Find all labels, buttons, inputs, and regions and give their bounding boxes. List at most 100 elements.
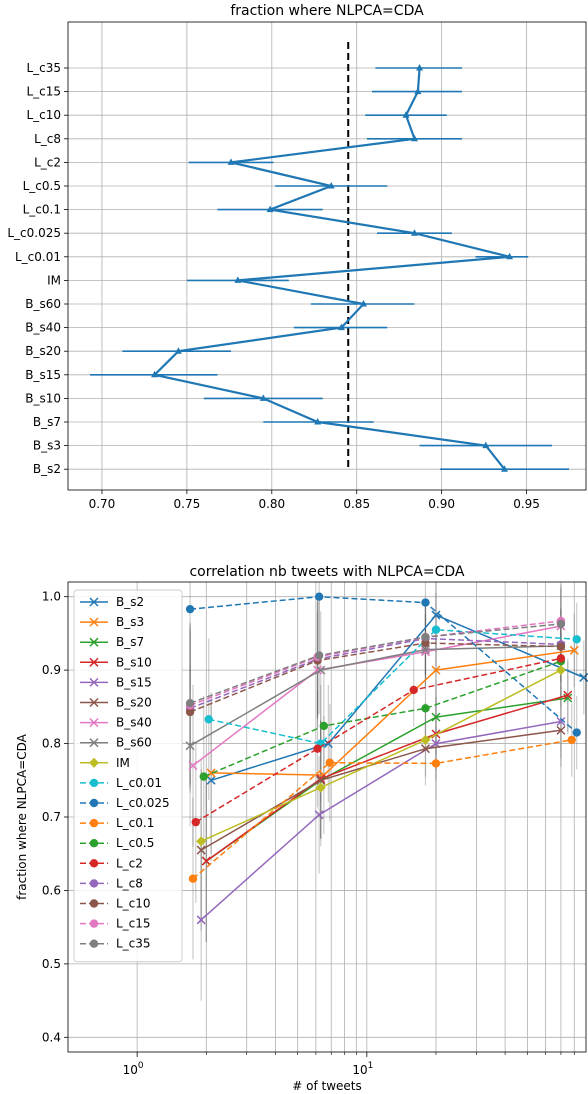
legend-entry-l-c0-01: L_c0.01 (80, 776, 162, 790)
point-b-s60 (185, 741, 195, 751)
legend-entry-l-c0-025: L_c0.025 (80, 796, 170, 810)
legend-entry-l-c0-1: L_c0.1 (80, 816, 154, 830)
point-b-s3 (431, 665, 441, 675)
point-l-c35 (185, 698, 195, 708)
point-im (555, 665, 566, 676)
top-chart-series-line (152, 67, 510, 470)
point-l-c0-5 (421, 704, 430, 713)
y-tick-label-b-s60: B_s60 (25, 297, 61, 311)
point-l-c10 (421, 638, 430, 648)
bottom-chart-y-label: fraction where NLPCA=CDA (15, 733, 29, 900)
point-l-c0-1 (567, 735, 576, 745)
legend-entry-l-c15: L_c15 (80, 917, 151, 931)
y-tick-label-b-s20: B_s20 (25, 344, 61, 358)
point-b-s60 (420, 645, 430, 655)
bottom-chart-title: correlation nb tweets with NLPCA=CDA (189, 564, 464, 580)
series-line-b-s40 (192, 625, 562, 767)
y-tick-label-l-c35: L_c35 (26, 61, 61, 75)
point-l-c2 (556, 654, 566, 663)
point-l-c15 (414, 87, 422, 95)
x-tick-label: 0.85 (343, 497, 370, 511)
point-b-s7 (314, 418, 322, 425)
legend-marker (89, 778, 99, 788)
point-b-s10 (201, 856, 211, 866)
y-tick-label-b-s15: B_s15 (25, 368, 61, 382)
x-tick-label: 100 (123, 1061, 144, 1077)
series-l-c0-1 (188, 735, 576, 883)
y-tick-label-b-s2: B_s2 (33, 462, 61, 476)
legend-label: B_s40 (116, 716, 152, 730)
point-b-s20 (174, 347, 182, 354)
x-tick-label: 0.90 (428, 497, 455, 511)
point-im (315, 782, 326, 793)
legend-entry-b-s40: B_s40 (80, 716, 152, 730)
point-b-s60 (316, 665, 326, 675)
point-l-c0-1 (188, 874, 198, 883)
y-tick-label-l-c0-01: L_c0.01 (15, 250, 61, 264)
point-l-c10 (185, 707, 195, 717)
legend-entry-l-c35: L_c35 (80, 937, 151, 951)
legend-marker (89, 859, 99, 868)
point-l-c0-01 (431, 625, 441, 634)
point-l-c8 (410, 134, 418, 142)
y-tick-label-l-c10: L_c10 (26, 108, 61, 122)
y-tick-label-b-s10: B_s10 (25, 391, 61, 405)
series-line-b-s10 (205, 694, 569, 862)
bottom-chart: correlation nb tweets with NLPCA=CDA 0.4… (15, 564, 588, 1093)
legend-label: IM (116, 756, 130, 770)
series-b-s20 (196, 725, 566, 855)
y-tick-label-im: IM (47, 273, 61, 287)
top-chart-y-ticks: L_c35 L_c15 L_c10 L_c8 L_c2 L_c0.5 L_c0.1 L_c0.… (7, 61, 68, 476)
point-l-c0-025 (421, 598, 430, 607)
legend-entry-l-c10: L_c10 (80, 897, 151, 911)
series-line-im (200, 669, 562, 842)
y-tick-label-l-c15: L_c15 (26, 85, 61, 99)
legend-entry-l-c8: L_c8 (80, 876, 143, 890)
legend-label: L_c0.025 (116, 796, 170, 810)
series-line-b-s2 (210, 614, 585, 782)
point-b-s2 (206, 775, 216, 785)
y-tick-label-l-c8: L_c8 (34, 132, 61, 146)
series-line-b-s7 (205, 697, 568, 862)
legend-marker (89, 597, 99, 607)
y-tick-label: 0.6 (42, 883, 61, 897)
y-tick-label: 0.7 (42, 810, 61, 824)
point-b-s3 (482, 441, 490, 449)
legend-marker (89, 617, 99, 627)
point-b-s15 (151, 370, 159, 378)
bottom-chart-x-label: # of tweets (292, 1079, 362, 1093)
point-b-s3 (569, 645, 579, 655)
legend-label: B_s7 (116, 635, 144, 649)
point-b-s7 (431, 712, 441, 722)
point-b-s20 (556, 725, 566, 735)
x-tick-label: 0.75 (174, 497, 201, 511)
top-chart-error-bars (90, 67, 570, 471)
series-l-c2 (191, 654, 566, 827)
point-l-c0-5 (319, 721, 329, 731)
legend-label: L_c0.1 (116, 816, 154, 830)
legend-marker (89, 697, 99, 708)
point-b-s2 (500, 465, 508, 472)
y-tick-label-b-s7: B_s7 (33, 415, 61, 429)
point-l-c0-1 (431, 759, 441, 768)
point-b-s40 (337, 323, 345, 331)
series-line-l-c35 (189, 623, 561, 704)
legend-entry-b-s60: B_s60 (80, 736, 152, 750)
point-l-c0-1 (325, 758, 335, 767)
legend-entry-b-s10: B_s10 (80, 655, 152, 669)
legend-entry-b-s7: B_s7 (80, 635, 144, 649)
series-b-s15 (196, 717, 566, 925)
point-b-s10 (563, 690, 573, 700)
y-tick-label-l-c2: L_c2 (34, 155, 61, 169)
bottom-chart-frame (67, 581, 587, 1053)
series-line-b-s60 (189, 645, 561, 747)
series-line-l-c0-01 (208, 628, 577, 745)
legend-label: B_s3 (116, 615, 144, 629)
legend-label: L_c0.5 (116, 836, 154, 850)
point-l-c0-5 (199, 772, 208, 781)
legend-marker (89, 637, 99, 647)
y-tick-label-l-c0-1: L_c0.1 (23, 203, 61, 217)
y-tick-label: 0.8 (42, 737, 61, 751)
y-tick-label: 0.9 (42, 663, 61, 677)
legend-marker (89, 899, 99, 908)
